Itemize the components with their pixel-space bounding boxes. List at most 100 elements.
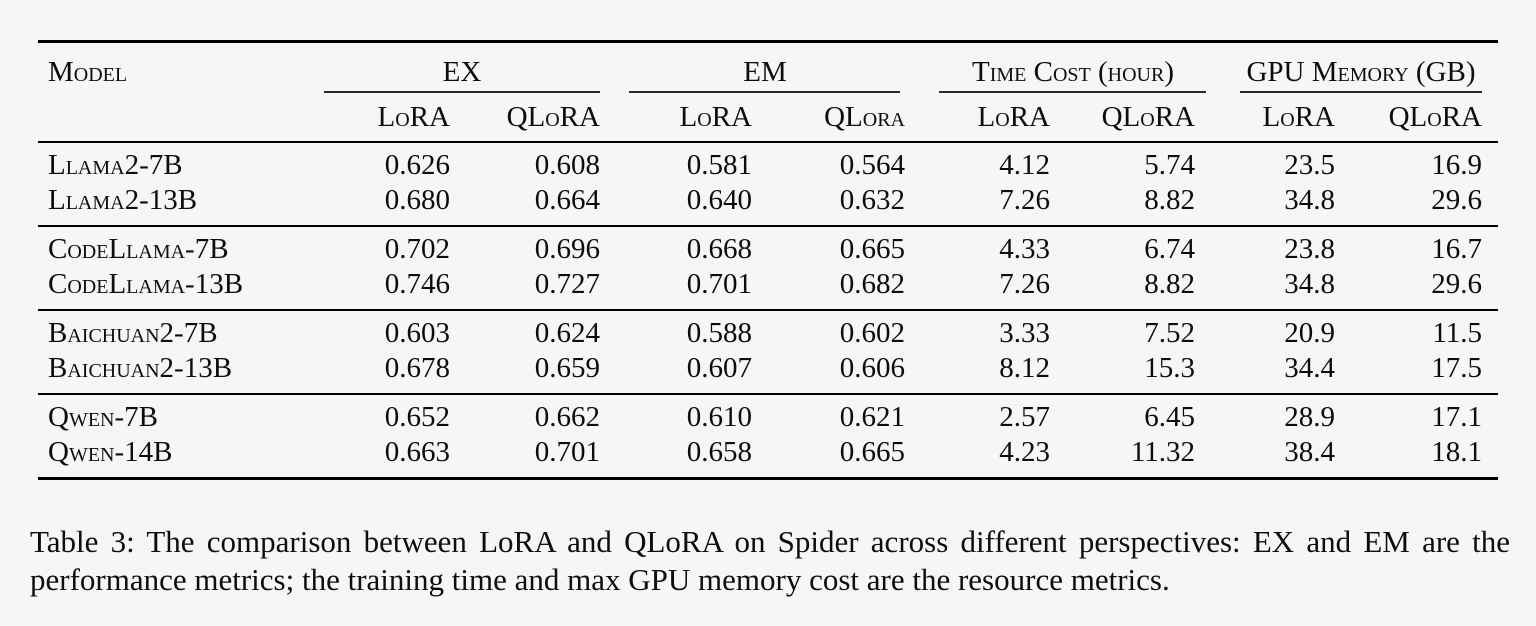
value-cell: 16.9 [1431, 149, 1482, 181]
value-cell: 0.607 [686, 352, 752, 384]
table-header-group-row: Model EX EM Time Cost (hour) GPU Memory … [38, 43, 1498, 93]
value-cell: 0.606 [839, 352, 905, 384]
value-cell: 0.746 [384, 268, 450, 300]
column-group-ex: EX [442, 56, 482, 88]
value-cell: 29.6 [1431, 184, 1482, 216]
table-row: CodeLlama-13B 0.746 0.727 0.701 0.682 7.26 8.8… [38, 267, 1498, 302]
model-cell: Qwen-14B [48, 436, 173, 468]
model-cell: Baichuan2-13B [48, 352, 233, 384]
value-cell: 0.701 [686, 268, 752, 300]
value-cell: 0.662 [534, 401, 600, 433]
row-group: CodeLlama-7B 0.702 0.696 0.668 0.665 4.33 6.74… [38, 225, 1498, 309]
rule-under-time-cost [939, 91, 1206, 93]
row-group: Baichuan2-7B 0.603 0.624 0.588 0.602 3.33 7.52… [38, 309, 1498, 393]
value-cell: 0.680 [384, 184, 450, 216]
table-row: Baichuan2-13B 0.678 0.659 0.607 0.606 8.12 15.… [38, 351, 1498, 386]
model-cell: Llama2-7B [48, 149, 183, 181]
value-cell: 29.6 [1431, 268, 1482, 300]
value-cell: 0.564 [839, 149, 905, 181]
value-cell: 23.5 [1284, 149, 1335, 181]
table-row: CodeLlama-7B 0.702 0.696 0.668 0.665 4.33 6.74… [38, 232, 1498, 267]
value-cell: 5.74 [1144, 149, 1195, 181]
value-cell: 0.603 [384, 317, 450, 349]
value-cell: 0.664 [534, 184, 600, 216]
value-cell: 20.9 [1284, 317, 1335, 349]
value-cell: 34.4 [1284, 352, 1335, 384]
value-cell: 7.52 [1144, 317, 1195, 349]
value-cell: 0.624 [534, 317, 600, 349]
value-cell: 0.658 [686, 436, 752, 468]
value-cell: 6.74 [1144, 233, 1195, 265]
table-row: Qwen-7B 0.652 0.662 0.610 0.621 2.57 6.45 28.9 1… [38, 400, 1498, 435]
value-cell: 23.8 [1284, 233, 1335, 265]
value-cell: 16.7 [1431, 233, 1482, 265]
value-cell: 7.26 [999, 184, 1050, 216]
rule-under-ex [324, 91, 600, 93]
value-cell: 8.12 [999, 352, 1050, 384]
results-table: Model EX EM Time Cost (hour) GPU Memory … [38, 40, 1498, 480]
value-cell: 15.3 [1144, 352, 1195, 384]
value-cell: 0.621 [839, 401, 905, 433]
value-cell: 0.678 [384, 352, 450, 384]
value-cell: 4.33 [999, 233, 1050, 265]
value-cell: 28.9 [1284, 401, 1335, 433]
value-cell: 3.33 [999, 317, 1050, 349]
value-cell: 0.608 [534, 149, 600, 181]
value-cell: 0.640 [686, 184, 752, 216]
row-group: Qwen-7B 0.652 0.662 0.610 0.621 2.57 6.45 28.9 1… [38, 393, 1498, 477]
value-cell: 0.727 [534, 268, 600, 300]
subheader-ex-qlora: QLoRA [506, 100, 600, 133]
value-cell: 0.702 [384, 233, 450, 265]
value-cell: 7.26 [999, 268, 1050, 300]
subheader-gpu-qlora: QLoRA [1388, 100, 1482, 133]
value-cell: 0.610 [686, 401, 752, 433]
table-row: Llama2-13B 0.680 0.664 0.640 0.632 7.26 8.82 34… [38, 183, 1498, 218]
value-cell: 11.32 [1130, 436, 1195, 468]
rule-under-em [629, 91, 900, 93]
value-cell: 0.668 [686, 233, 752, 265]
table-row: Baichuan2-7B 0.603 0.624 0.588 0.602 3.33 7.52… [38, 316, 1498, 351]
value-cell: 8.82 [1144, 268, 1195, 300]
value-cell: 0.701 [534, 436, 600, 468]
model-cell: CodeLlama-13B [48, 268, 244, 300]
column-group-gpu-memory: GPU Memory (GB) [1246, 56, 1476, 88]
value-cell: 0.659 [534, 352, 600, 384]
value-cell: 18.1 [1431, 436, 1482, 468]
model-cell: Baichuan2-7B [48, 317, 218, 349]
table-row: Qwen-14B 0.663 0.701 0.658 0.665 4.23 11.32 38.… [38, 435, 1498, 470]
table-body: Llama2-7B 0.626 0.608 0.581 0.564 4.12 5.74 23.… [38, 143, 1498, 477]
table-row: Llama2-7B 0.626 0.608 0.581 0.564 4.12 5.74 23.… [38, 148, 1498, 183]
value-cell: 0.696 [534, 233, 600, 265]
value-cell: 0.632 [839, 184, 905, 216]
subheader-ex-lora: LoRA [377, 100, 450, 133]
model-cell: Llama2-13B [48, 184, 198, 216]
value-cell: 8.82 [1144, 184, 1195, 216]
model-cell: CodeLlama-7B [48, 233, 229, 265]
value-cell: 34.8 [1284, 268, 1335, 300]
rule-under-gpu-memory [1240, 91, 1482, 93]
value-cell: 0.602 [839, 317, 905, 349]
value-cell: 6.45 [1144, 401, 1195, 433]
value-cell: 0.588 [686, 317, 752, 349]
value-cell: 17.5 [1431, 352, 1482, 384]
value-cell: 0.665 [839, 436, 905, 468]
value-cell: 0.663 [384, 436, 450, 468]
value-cell: 4.12 [999, 149, 1050, 181]
row-group: Llama2-7B 0.626 0.608 0.581 0.564 4.12 5.74 23.… [38, 143, 1498, 225]
value-cell: 4.23 [999, 436, 1050, 468]
table-caption: Table 3: The comparison between LoRA and… [30, 524, 1510, 597]
value-cell: 2.57 [999, 401, 1050, 433]
value-cell: 34.8 [1284, 184, 1335, 216]
subheader-time-qlora: QLoRA [1101, 100, 1195, 133]
subheader-em-lora: LoRA [679, 100, 752, 133]
value-cell: 17.1 [1431, 401, 1482, 433]
value-cell: 0.665 [839, 233, 905, 265]
table-subheader-row: LoRA QLoRA LoRA QLora LoRA QLoRA LoRA QL… [38, 93, 1498, 143]
value-cell: 0.581 [686, 149, 752, 181]
value-cell: 0.682 [839, 268, 905, 300]
column-group-time-cost: Time Cost (hour) [972, 56, 1174, 88]
subheader-gpu-lora: LoRA [1262, 100, 1335, 133]
model-cell: Qwen-7B [48, 401, 158, 433]
value-cell: 38.4 [1284, 436, 1335, 468]
